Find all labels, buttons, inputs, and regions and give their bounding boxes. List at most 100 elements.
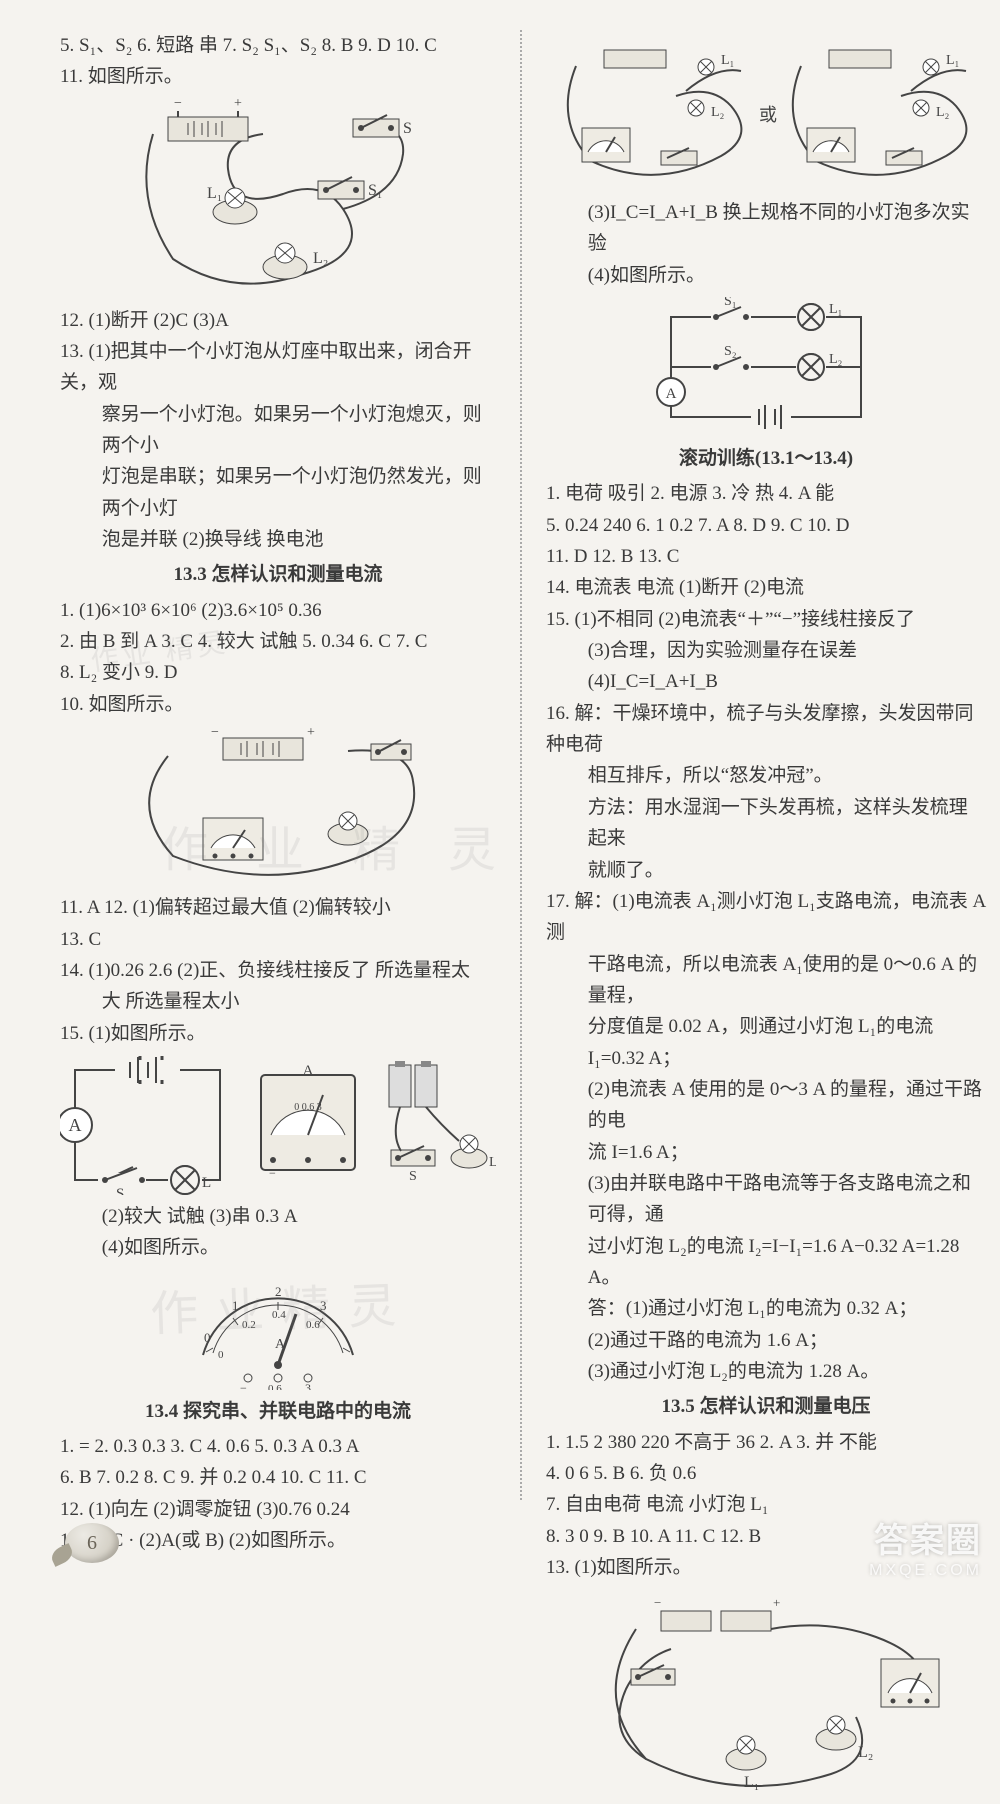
figure-10-ammeter-circuit: − +: [60, 726, 496, 886]
svg-text:1: 1: [232, 1298, 239, 1313]
text-line: 泡是并联 (2)换导线 换电池: [60, 524, 496, 555]
svg-text:0 0.6 3: 0 0.6 3: [294, 1102, 322, 1113]
section-title-rolling: 滚动训练(13.1～13.4): [546, 443, 986, 474]
figure-r-4-schematic: S₁ L₁ S₂ L₂ A: [546, 297, 986, 437]
svg-text:0.6: 0.6: [268, 1383, 282, 1390]
text-line: (3)通过小灯泡 L₂的电流为 1.28 A。: [546, 1356, 986, 1387]
svg-text:S: S: [116, 1186, 124, 1195]
section-title-13-3: 13.3 怎样认识和测量电流: [60, 559, 496, 590]
section-title-13-4: 13.4 探究串、并联电路中的电流: [60, 1396, 496, 1427]
figure-15-1: A S L: [60, 1055, 496, 1195]
text-line: 1. 电荷 吸引 2. 电源 3. 冷 热 4. A 能: [546, 478, 986, 509]
svg-text:−: −: [174, 99, 182, 111]
text-line: 8. L₂ 变小 9. D: [60, 657, 496, 688]
section-title-13-5: 13.5 怎样认识和测量电压: [546, 1391, 986, 1422]
text-line: 15. (1)不相同 (2)电流表“＋”“−”接线柱接反了: [546, 604, 986, 635]
text-line: 流 I=1.6 A；: [546, 1137, 986, 1168]
text-line: (3)由并联电路中干路电流等于各支路电流之和可得，通: [546, 1168, 986, 1231]
svg-text:A: A: [666, 386, 677, 402]
svg-text:3: 3: [320, 1298, 327, 1313]
svg-text:A: A: [303, 1063, 314, 1079]
text-line: 5. S₁、S₂ 6. 短路 串 7. S₂ S₁、S₂ 8. B 9. D 1…: [60, 30, 496, 61]
watermark-url: MXQE.COM: [869, 1562, 982, 1580]
text-line: 10. 如图所示。: [60, 689, 496, 720]
svg-text:S₂: S₂: [724, 344, 737, 359]
text-line: 14. 电流表 电流 (1)断开 (2)电流: [546, 572, 986, 603]
text-line: 15. (1)如图所示。: [60, 1018, 496, 1049]
svg-text:0.4: 0.4: [272, 1309, 286, 1321]
figure-11-circuit: − + S: [60, 99, 496, 299]
svg-text:S₁: S₁: [368, 182, 382, 199]
left-column: 5. S₁、S₂ 6. 短路 串 7. S₂ S₁、S₂ 8. B 9. D 1…: [60, 30, 496, 1550]
svg-text:0: 0: [204, 1330, 211, 1345]
text-line: 12. (1)断开 (2)C (3)A: [60, 305, 496, 336]
text-line: 14. (1)0.26 2.6 (2)正、负接线柱接反了 所选量程太: [60, 955, 496, 986]
text-line: 13. C: [60, 924, 496, 955]
figure-13-5-1: − +: [546, 1589, 986, 1804]
svg-text:0: 0: [218, 1349, 224, 1361]
text-line: (4)如图所示。: [60, 1232, 496, 1263]
figure-top-right-pair: L₁ L₂ 或: [546, 36, 986, 191]
text-line: (2)通过干路的电流为 1.6 A；: [546, 1325, 986, 1356]
svg-text:−: −: [269, 1166, 276, 1180]
svg-text:L₂: L₂: [711, 105, 725, 120]
svg-text:L₂: L₂: [313, 250, 328, 267]
text-line: 过小灯泡 L₂的电流 I₂=I−I₁=1.6 A−0.32 A=1.28 A。: [546, 1231, 986, 1294]
watermark-bottom-right: 答案圈 MXQE.COM: [869, 1513, 982, 1580]
column-divider: [520, 30, 522, 1500]
svg-text:S: S: [403, 120, 412, 137]
svg-text:−: −: [211, 726, 219, 740]
svg-text:S: S: [409, 1169, 417, 1184]
svg-text:+: +: [234, 99, 242, 111]
text-line: 11. D 12. B 13. C: [546, 541, 986, 572]
figure-15-4-meter: 0 1 2 3 0 0.2 0.4 0.6 A − 0.6 3: [60, 1270, 496, 1390]
text-line: 干路电流，所以电流表 A₁使用的是 0～0.6 A 的量程，: [546, 949, 986, 1012]
text-line: 1. 1.5 2 380 220 不高于 36 2. A 3. 并 不能: [546, 1427, 986, 1458]
text-line: 5. 0.24 240 6. 1 0.2 7. A 8. D 9. C 10. …: [546, 510, 986, 541]
svg-text:A: A: [69, 1115, 82, 1135]
text-line: 大 所选量程太小: [60, 986, 496, 1017]
text-line: 6. B 7. 0.2 8. C 9. 并 0.2 0.4 10. C 11. …: [60, 1462, 496, 1493]
text-line: 16. 解：干燥环境中，梳子与头发摩擦，头发因带同种电荷: [546, 698, 986, 761]
text-line: 12. (1)向左 (2)调零旋钮 (3)0.76 0.24: [60, 1494, 496, 1525]
text-line: (4)如图所示。: [546, 260, 986, 291]
text-line: 11. 如图所示。: [60, 61, 496, 92]
svg-text:L₁: L₁: [829, 302, 842, 317]
svg-text:L₂: L₂: [829, 352, 843, 367]
text-line: 1. (1)6×10³ 6×10⁶ (2)3.6×10⁵ 0.36: [60, 595, 496, 626]
text-line: 就顺了。: [546, 855, 986, 886]
text-line: (2)电流表 A 使用的是 0～3 A 的量程，通过干路的电: [546, 1074, 986, 1137]
svg-text:或: 或: [759, 105, 777, 125]
svg-text:A: A: [275, 1337, 286, 1352]
text-line: 答：(1)通过小灯泡 L₁的电流为 0.32 A；: [546, 1293, 986, 1324]
right-column: L₁ L₂ 或: [546, 30, 986, 1550]
text-line: (2)较大 试触 (3)串 0.3 A: [60, 1201, 496, 1232]
text-line: 察另一个小灯泡。如果另一个小灯泡熄灭，则两个小: [60, 399, 496, 462]
svg-text:S₁: S₁: [724, 297, 737, 309]
svg-text:+: +: [773, 1595, 780, 1610]
text-line: 1. = 2. 0.3 0.3 3. C 4. 0.6 5. 0.3 A 0.3…: [60, 1431, 496, 1462]
page-number: 6: [65, 1532, 119, 1555]
text-line: 11. A 12. (1)偏转超过最大值 (2)偏转较小: [60, 892, 496, 923]
svg-text:2: 2: [275, 1284, 282, 1299]
text-line: 2. 由 B 到 A 3. C 4. 较大 试触 5. 0.34 6. C 7.…: [60, 626, 496, 657]
text-line: 分度值是 0.02 A，则通过小灯泡 L₁的电流 I₁=0.32 A；: [546, 1011, 986, 1074]
text-line: 13. (1)把其中一个小灯泡从灯座中取出来，闭合开关，观: [60, 336, 496, 399]
text-line: 13. (1)C · (2)A(或 B) (2)如图所示。: [60, 1525, 496, 1556]
page-number-ornament: 6: [65, 1523, 119, 1565]
svg-text:L₁: L₁: [744, 1774, 759, 1791]
svg-text:L: L: [489, 1155, 496, 1170]
svg-text:L₁: L₁: [721, 53, 734, 68]
svg-text:−: −: [240, 1381, 247, 1390]
svg-text:0.2: 0.2: [242, 1319, 256, 1331]
text-line: 17. 解：(1)电流表 A₁测小灯泡 L₁支路电流，电流表 A 测: [546, 886, 986, 949]
text-line: 相互排斥，所以“怒发冲冠”。: [546, 760, 986, 791]
text-line: (3)I_C=I_A+I_B 换上规格不同的小灯泡多次实验: [546, 197, 986, 260]
text-line: 方法：用水湿润一下头发再梳，这样头发梳理起来: [546, 792, 986, 855]
svg-text:−: −: [654, 1595, 661, 1610]
svg-text:L₁: L₁: [946, 53, 959, 68]
svg-text:L₂: L₂: [936, 105, 950, 120]
text-line: 灯泡是串联；如果另一个小灯泡仍然发光，则两个小灯: [60, 461, 496, 524]
svg-text:3: 3: [305, 1381, 311, 1390]
text-line: (3)合理，因为实验测量存在误差 (4)I_C=I_A+I_B: [546, 635, 986, 698]
